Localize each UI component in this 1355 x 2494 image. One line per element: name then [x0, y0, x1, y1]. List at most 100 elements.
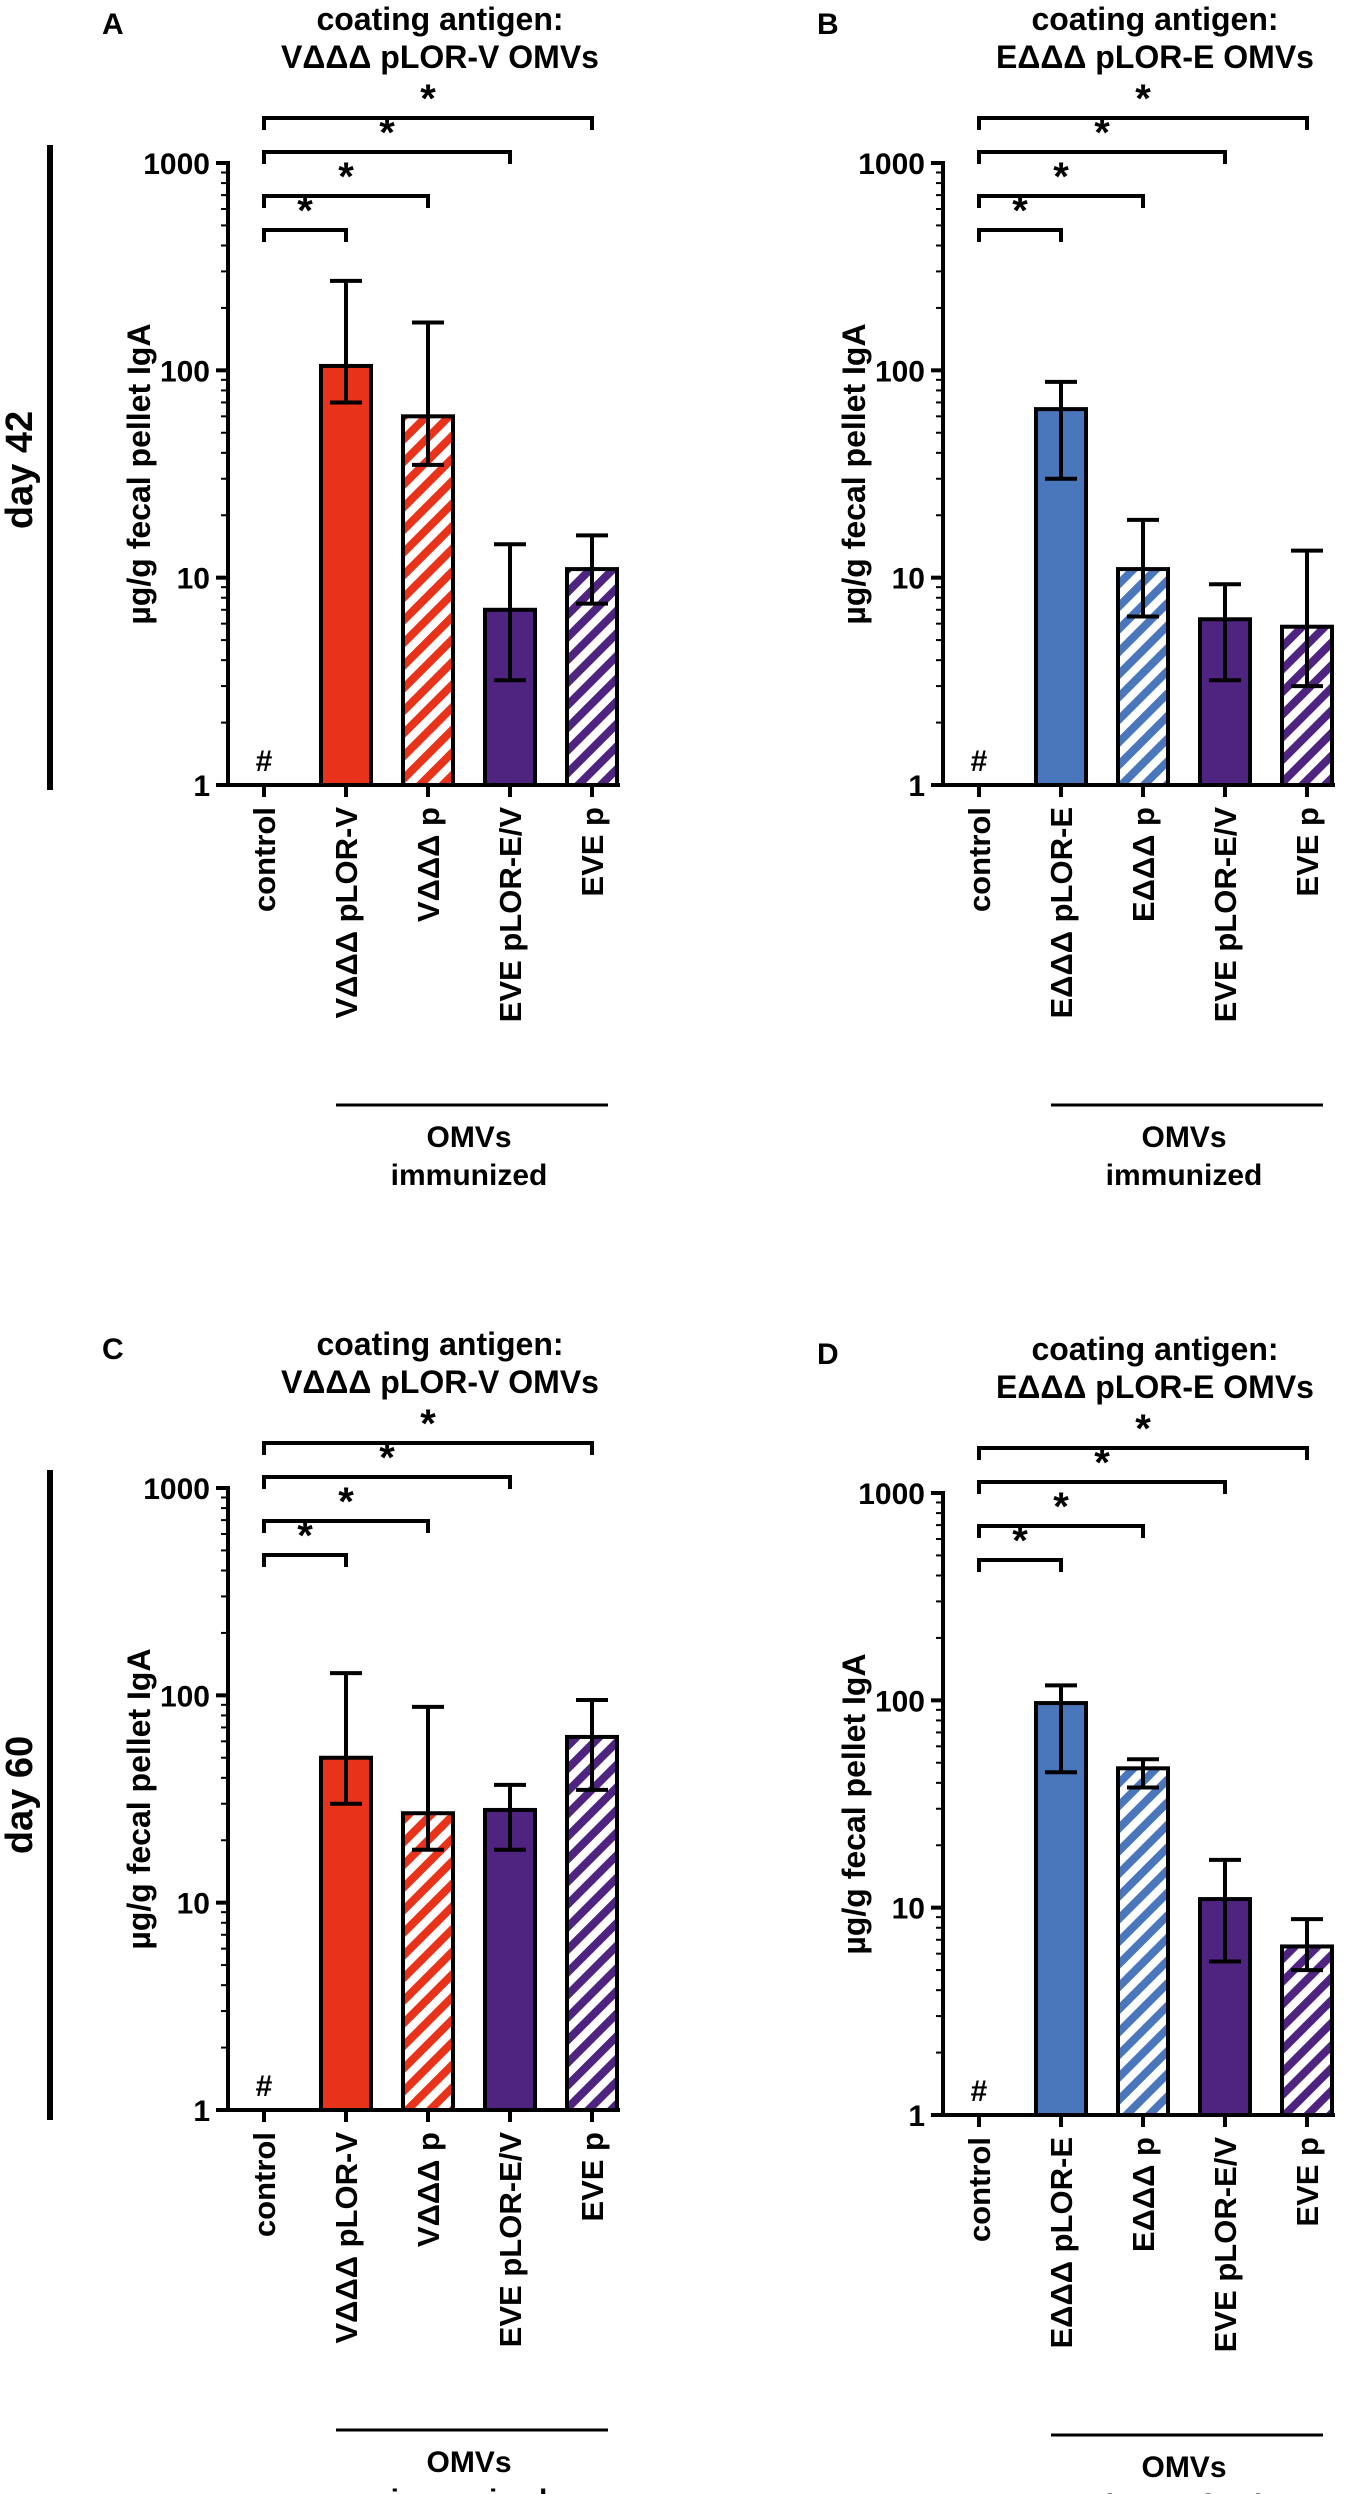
- x-tick-label: EVE p: [575, 807, 610, 897]
- significance-bracket: [977, 116, 1309, 130]
- group-label: OMVs: [426, 2446, 511, 2479]
- x-tick-label: VΔΔΔ pLOR-V: [329, 2132, 364, 2344]
- significance-star: *: [420, 77, 436, 121]
- significance-star: *: [1053, 155, 1069, 199]
- y-tick-label: 100: [160, 1680, 210, 1713]
- significance-bracket: [977, 1446, 1309, 1460]
- x-tick-label: EΔΔΔ p: [1126, 2137, 1161, 2252]
- significance-star: *: [379, 111, 395, 155]
- y-tick-label: 10: [177, 1888, 210, 1921]
- group-label: immunized: [1106, 2489, 1263, 2494]
- x-tick-label: VΔΔΔ pLOR-V: [329, 807, 364, 1019]
- control-marker: #: [971, 2075, 988, 2108]
- panel-title-line: coating antigen:: [316, 1326, 563, 1362]
- x-tick-label: EΔΔΔ p: [1126, 807, 1161, 922]
- y-tick-label: 10: [892, 563, 925, 596]
- panel-title-line: coating antigen:: [1031, 1331, 1278, 1367]
- bar-2: [401, 1811, 455, 2112]
- significance-star: *: [1012, 189, 1028, 233]
- panel-letter: B: [817, 8, 839, 41]
- group-label: immunized: [391, 1159, 548, 1192]
- significance-bracket: [262, 1441, 594, 1455]
- x-tick-label: EVE p: [575, 2132, 610, 2222]
- y-tick-label: 10: [177, 563, 210, 596]
- significance-star: *: [297, 1514, 313, 1558]
- y-tick-label: 1: [908, 770, 925, 803]
- significance-bracket: [977, 1524, 1145, 1538]
- significance-bracket: [262, 150, 512, 164]
- y-tick-label: 100: [160, 355, 210, 388]
- y-axis-label: µg/g fecal pellet IgA: [121, 323, 157, 624]
- significance-star: *: [1135, 77, 1151, 121]
- bar-2: [1116, 1766, 1170, 2117]
- control-marker: #: [971, 745, 988, 778]
- y-tick-label: 1: [908, 2100, 925, 2133]
- y-tick-label: 100: [875, 1685, 925, 1718]
- group-label: immunized: [1106, 1159, 1263, 1192]
- y-tick-label: 1: [193, 2095, 210, 2128]
- x-tick-label: control: [247, 807, 282, 912]
- x-tick-label: EVE pLOR-E/V: [493, 807, 528, 1023]
- y-tick-label: 1000: [858, 148, 925, 181]
- panel-letter: C: [102, 1333, 124, 1366]
- significance-star: *: [1053, 1485, 1069, 1529]
- x-tick-label: EVE p: [1290, 2137, 1325, 2227]
- panel-title-line: coating antigen:: [316, 1, 563, 37]
- significance-star: *: [1012, 1519, 1028, 1563]
- panel-title-line: EΔΔΔ pLOR-E OMVs: [996, 39, 1314, 75]
- significance-bracket: [977, 194, 1145, 208]
- y-axis-label: µg/g fecal pellet IgA: [121, 1648, 157, 1949]
- x-tick-label: EΔΔΔ pLOR-E: [1044, 807, 1079, 1019]
- significance-bracket: [977, 228, 1063, 242]
- panel-title-line: VΔΔΔ pLOR-V OMVs: [281, 1364, 599, 1400]
- significance-star: *: [1094, 111, 1110, 155]
- significance-bracket: [977, 150, 1227, 164]
- bar-3: [483, 1807, 537, 2113]
- control-marker: #: [256, 2070, 273, 2103]
- group-label: OMVs: [1141, 2451, 1226, 2484]
- significance-star: *: [338, 155, 354, 199]
- y-axis-label: µg/g fecal pellet IgA: [836, 323, 872, 624]
- significance-bracket: [262, 1519, 430, 1533]
- control-marker: #: [256, 745, 273, 778]
- group-label: OMVs: [426, 1121, 511, 1154]
- panel-letter: D: [817, 1338, 839, 1371]
- group-label: OMVs: [1141, 1121, 1226, 1154]
- significance-bracket: [262, 1553, 348, 1567]
- x-tick-label: EVE p: [1290, 807, 1325, 897]
- significance-star: *: [379, 1436, 395, 1480]
- panel-title-line: EΔΔΔ pLOR-E OMVs: [996, 1369, 1314, 1405]
- x-tick-label: EVE pLOR-E/V: [493, 2132, 528, 2348]
- y-tick-label: 1000: [858, 1478, 925, 1511]
- significance-star: *: [420, 1402, 436, 1446]
- x-tick-label: control: [247, 2132, 282, 2237]
- y-tick-label: 1000: [143, 1473, 210, 1506]
- bar-2: [401, 414, 455, 787]
- group-label: immunized: [391, 2484, 548, 2494]
- row-label-day42: day 42: [0, 411, 41, 529]
- y-tick-label: 100: [875, 355, 925, 388]
- y-tick-label: 10: [892, 1893, 925, 1926]
- x-tick-label: control: [962, 807, 997, 912]
- y-tick-label: 1: [193, 770, 210, 803]
- y-axis-label: µg/g fecal pellet IgA: [836, 1653, 872, 1954]
- significance-bracket: [262, 228, 348, 242]
- y-tick-label: 1000: [143, 148, 210, 181]
- bar-4: [565, 1734, 619, 2113]
- significance-star: *: [338, 1480, 354, 1524]
- row-label-day60: day 60: [0, 1736, 41, 1854]
- x-tick-label: control: [962, 2137, 997, 2242]
- panel-title-line: coating antigen:: [1031, 1, 1278, 37]
- significance-bracket: [977, 1558, 1063, 1572]
- significance-bracket: [262, 1475, 512, 1489]
- significance-star: *: [1094, 1441, 1110, 1485]
- significance-star: *: [1135, 1407, 1151, 1451]
- x-tick-label: VΔΔΔ p: [411, 2132, 446, 2247]
- x-tick-label: EΔΔΔ pLOR-E: [1044, 2137, 1079, 2349]
- bar-1: [319, 1755, 373, 2112]
